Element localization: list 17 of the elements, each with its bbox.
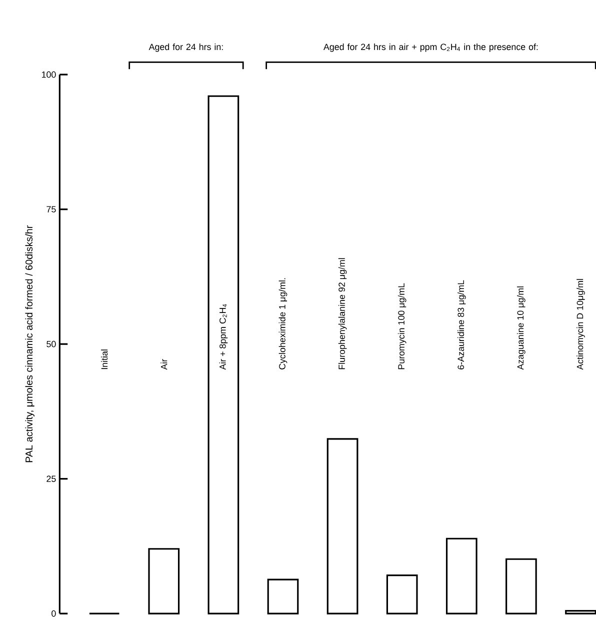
x-tick-label: Flurophenylalanine 92 μg/ml <box>338 258 346 370</box>
text: Aged for 24 hrs in: <box>148 44 223 52</box>
y-tick-label: 50 <box>46 340 56 348</box>
y-tick-label: 0 <box>51 610 56 617</box>
y-axis-title: PAL activity, μmoles cinnamic acid formed / 60disks/hr <box>25 225 34 462</box>
x-tick-label: Air <box>160 359 167 370</box>
text: Aged for 24 hrs in air + ppm C$_{2}$H$_{4}$ in the presence of: <box>323 44 538 52</box>
x-tick-label: Air + 8ppm C$_{2}$H$_{4}$ <box>219 304 228 370</box>
x-tick-label: Actinomycin D 10μg/ml <box>576 279 585 370</box>
x-tick-label: Azaguanine 10 μg/ml <box>516 286 526 370</box>
x-tick-label: Cycloheximide 1 μg/ml. <box>278 278 287 370</box>
y-tick-label: 75 <box>46 206 56 212</box>
x-tick-label: Initial <box>100 350 108 369</box>
x-tick-label: Puromycin 100 μg/mL <box>398 283 406 370</box>
x-tick-label: 6-Azauridine 83 μg/mL <box>457 280 466 370</box>
y-tick-label: 100 <box>42 71 56 78</box>
y-tick-label: 25 <box>46 476 56 482</box>
